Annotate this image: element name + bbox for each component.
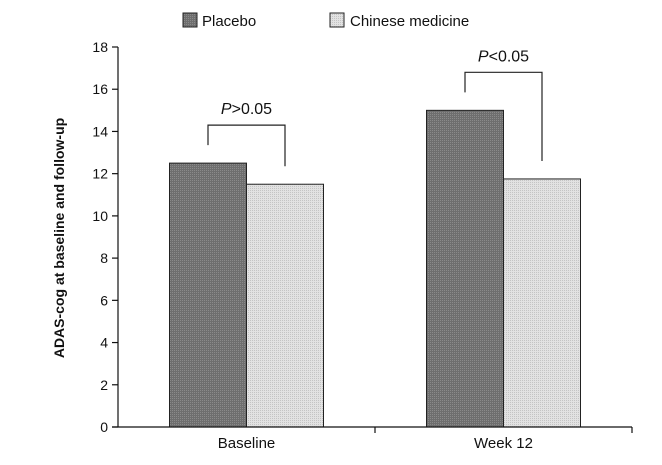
y-axis: 0 2 4 6 8 10 12 14 16 18 — [92, 39, 118, 435]
p-value-label: P>0.05 — [221, 101, 272, 118]
legend-label-placebo: Placebo — [202, 13, 256, 30]
y-tick-label: 2 — [100, 377, 108, 393]
significance-annotations: P>0.05 P<0.05 — [207, 48, 543, 167]
legend-label-chinese-medicine: Chinese medicine — [350, 13, 469, 30]
bar-placebo-week-12 — [426, 109, 504, 428]
significance-bracket — [464, 71, 543, 161]
y-tick-label: 18 — [92, 39, 108, 55]
x-tick-label: Baseline — [218, 435, 276, 452]
y-tick-label: 8 — [100, 250, 108, 266]
x-axis-labels: Baseline Week 12 — [218, 427, 633, 452]
bar-chinese-medicine-week-12 — [503, 178, 581, 428]
y-tick-label: 12 — [92, 166, 108, 182]
legend-swatch-placebo — [182, 12, 198, 28]
x-tick-label: Week 12 — [474, 435, 533, 452]
bars — [169, 109, 581, 428]
y-tick-label: 0 — [100, 419, 108, 435]
y-tick-label: 14 — [92, 123, 108, 139]
legend-swatch-chinese-medicine — [329, 12, 345, 28]
significance-bracket — [207, 124, 286, 167]
p-value-label: P<0.05 — [478, 48, 529, 65]
y-tick-label: 6 — [100, 292, 108, 308]
y-tick-label: 4 — [100, 335, 108, 351]
y-tick-label: 10 — [92, 208, 108, 224]
bar-placebo-baseline — [169, 162, 247, 428]
bar-chinese-medicine-baseline — [246, 183, 324, 428]
y-axis-title: ADAS-cog at baseline and follow-up — [51, 118, 67, 358]
y-tick-label: 16 — [92, 81, 108, 97]
legend: Placebo Chinese medicine — [182, 12, 469, 30]
